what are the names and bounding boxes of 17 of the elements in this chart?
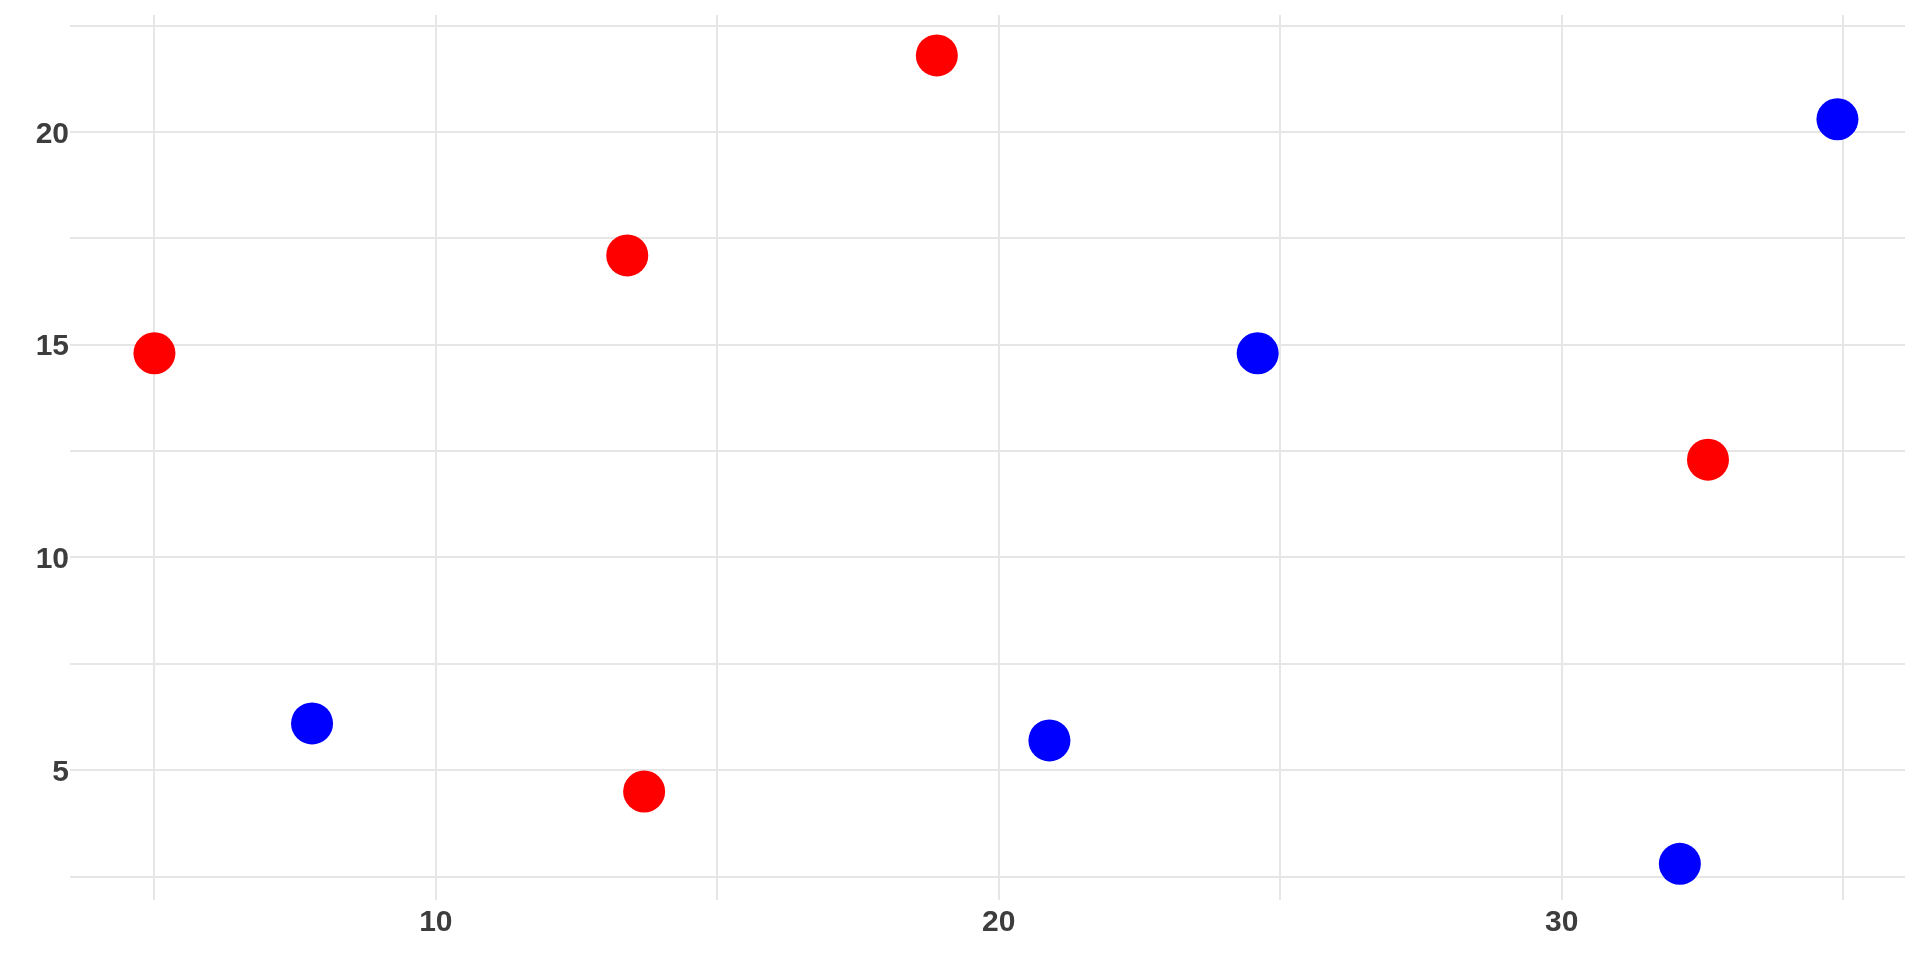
point <box>606 234 649 277</box>
y-tick-label: 10 <box>35 540 69 574</box>
point <box>623 770 666 813</box>
point <box>1028 719 1071 762</box>
y-tick-label: 15 <box>35 328 69 362</box>
y-tick-label: 5 <box>52 753 69 787</box>
point <box>291 702 334 745</box>
x-tick-label: 30 <box>1544 904 1579 937</box>
point <box>1236 332 1279 375</box>
y-tick-label: 20 <box>35 115 69 149</box>
x-tick-label: 20 <box>982 904 1016 937</box>
point <box>915 34 958 77</box>
x-tick-label: 10 <box>419 904 453 937</box>
point <box>1687 438 1729 481</box>
point <box>1658 842 1701 885</box>
point <box>133 332 176 375</box>
point <box>1816 98 1859 141</box>
